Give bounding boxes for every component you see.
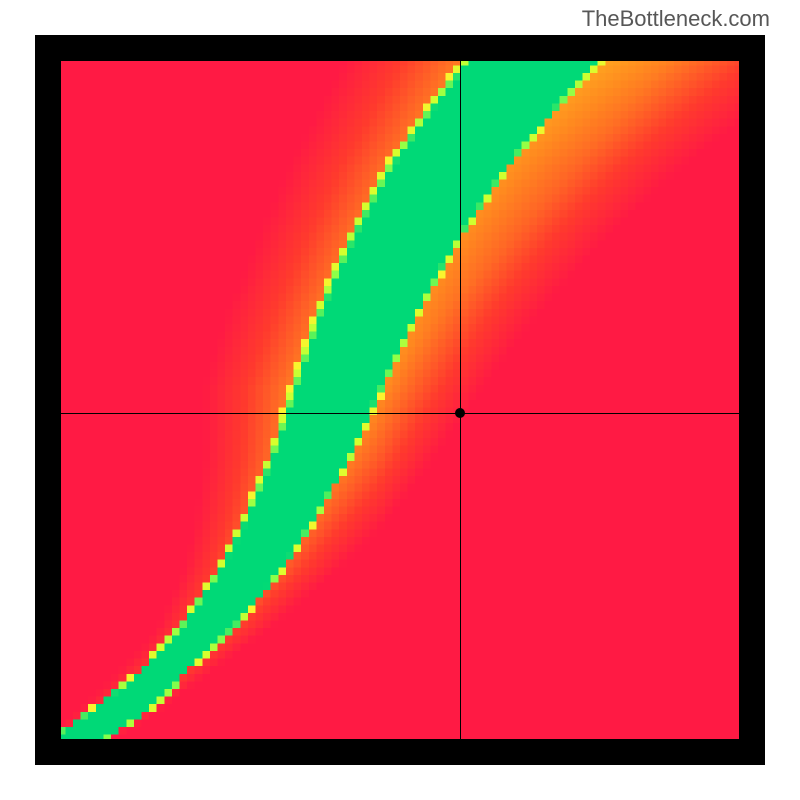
plot-area (35, 35, 765, 765)
crosshair-marker (455, 408, 465, 418)
chart-container: TheBottleneck.com (0, 0, 800, 800)
crosshair-horizontal (35, 413, 765, 414)
heatmap-canvas (35, 35, 765, 765)
watermark-text: TheBottleneck.com (582, 6, 770, 32)
crosshair-vertical (460, 35, 461, 765)
